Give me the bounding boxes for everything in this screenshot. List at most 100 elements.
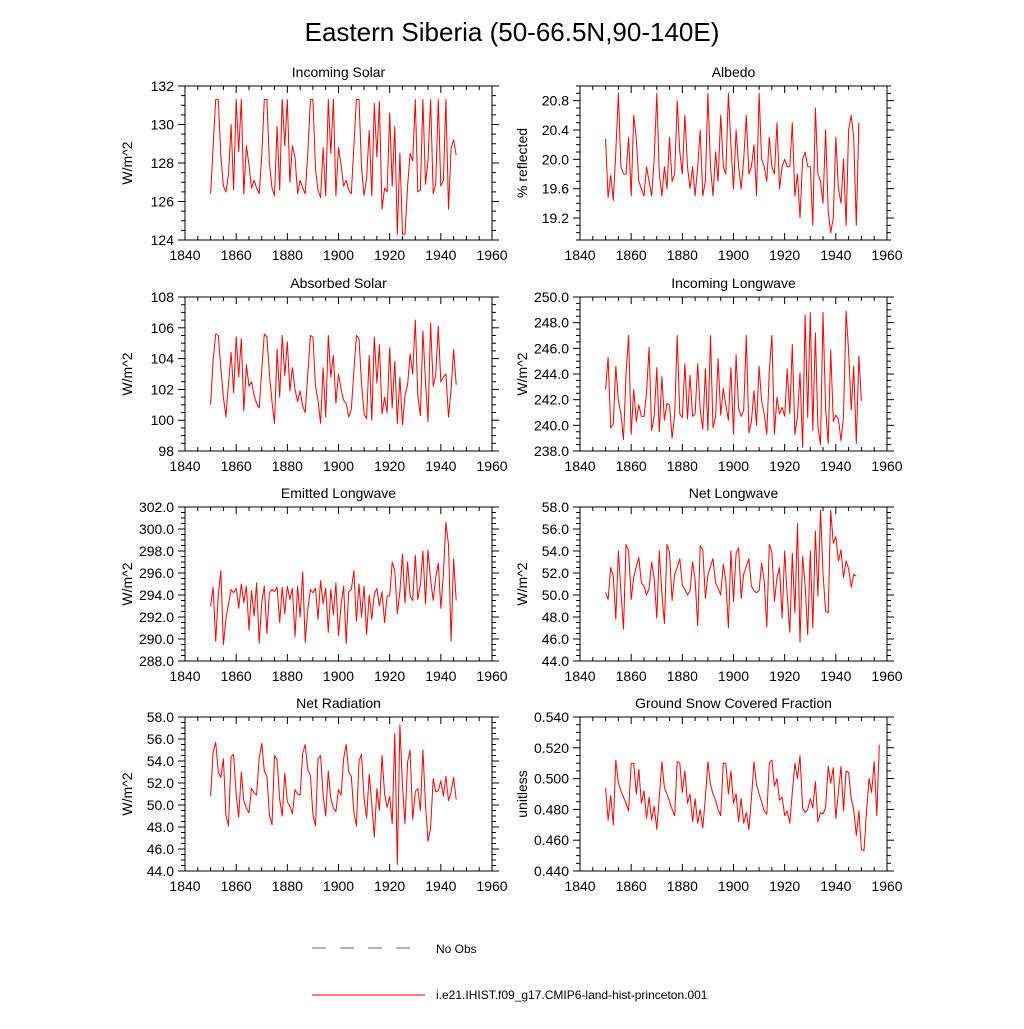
y-tick-label: 248.0 [534, 315, 569, 331]
x-tick-label: 1940 [425, 878, 456, 894]
y-tick-label: 44.0 [542, 653, 569, 669]
y-tick-label: 46.0 [542, 631, 569, 647]
x-tick-label: 1900 [718, 878, 749, 894]
legend-entry-model: i.e21.IHIST.f09_g17.CMIP6-land-hist-prin… [312, 988, 708, 1002]
series-line [605, 92, 860, 234]
panel-title: Ground Snow Covered Fraction [635, 695, 832, 711]
x-tick-label: 1840 [169, 458, 200, 474]
x-tick-label: 1900 [718, 668, 749, 684]
y-tick-label: 250.0 [534, 289, 569, 305]
y-tick-label: 126 [151, 194, 175, 210]
x-tick-label: 1860 [221, 458, 252, 474]
x-tick-label: 1880 [667, 458, 698, 474]
x-tick-label: 1960 [871, 668, 902, 684]
y-tick-label: 130 [151, 117, 175, 133]
y-tick-label: 298.0 [139, 543, 174, 559]
x-tick-label: 1920 [769, 247, 800, 263]
y-tick-label: 98 [158, 443, 174, 459]
x-tick-label: 1880 [667, 878, 698, 894]
x-tick-label: 1860 [616, 458, 647, 474]
panel-title: Incoming Longwave [671, 275, 796, 291]
figure-title: Eastern Siberia (50-66.5N,90-140E) [305, 17, 720, 47]
panel-title: Net Longwave [689, 485, 779, 501]
y-axis-label: W/m^2 [119, 772, 135, 815]
x-tick-label: 1860 [616, 878, 647, 894]
y-tick-label: 100 [151, 412, 175, 428]
y-tick-label: 238.0 [534, 443, 569, 459]
x-tick-label: 1960 [871, 878, 902, 894]
x-tick-label: 1840 [169, 668, 200, 684]
y-tick-label: 48.0 [542, 609, 569, 625]
panel-5: Emitted Longwave W/m^2 1840 1860 1880 1900 192… [119, 485, 508, 684]
y-tick-label: 20.0 [542, 151, 569, 167]
x-tick-label: 1960 [871, 247, 902, 263]
y-tick-label: 246.0 [534, 340, 569, 356]
series-line [210, 521, 457, 645]
y-tick-label: 104 [151, 351, 175, 367]
x-tick-label: 1880 [272, 458, 303, 474]
x-tick-label: 1940 [820, 668, 851, 684]
x-tick-label: 1840 [169, 878, 200, 894]
x-tick-label: 1960 [476, 668, 507, 684]
panel-1: Incoming Solar W/m^2 1840 1860 1880 1900 1920 1… [119, 64, 508, 263]
series-line [210, 724, 457, 865]
panel-8: Ground Snow Covered Fraction unitless 1840… [514, 695, 903, 894]
y-axis-label: % reflected [514, 128, 530, 198]
y-tick-label: 300.0 [139, 521, 174, 537]
x-tick-label: 1900 [718, 247, 749, 263]
x-tick-label: 1940 [425, 668, 456, 684]
series-line [605, 310, 862, 448]
y-tick-label: 124 [151, 232, 175, 248]
series-line [210, 319, 457, 426]
y-tick-label: 50.0 [542, 587, 569, 603]
panel-title: Albedo [712, 64, 756, 80]
y-tick-label: 58.0 [542, 499, 569, 515]
legend-label-obs: No Obs [436, 942, 477, 956]
x-tick-label: 1940 [820, 878, 851, 894]
x-tick-label: 1860 [221, 668, 252, 684]
panel-3: Absorbed Solar W/m^2 1840 1860 1880 1900 1920 1… [119, 275, 508, 474]
legend-entry-obs: No Obs [312, 942, 477, 956]
x-tick-label: 1880 [272, 668, 303, 684]
panel-title: Emitted Longwave [281, 485, 396, 501]
plot-frame [579, 506, 888, 662]
y-tick-label: 44.0 [147, 863, 174, 879]
x-tick-label: 1940 [820, 458, 851, 474]
x-tick-label: 1920 [769, 668, 800, 684]
y-tick-label: 102 [151, 381, 175, 397]
x-tick-label: 1860 [616, 668, 647, 684]
x-tick-label: 1920 [769, 878, 800, 894]
y-tick-label: 240.0 [534, 417, 569, 433]
y-tick-label: 106 [151, 320, 175, 336]
y-tick-label: 56.0 [542, 521, 569, 537]
y-tick-label: 48.0 [147, 819, 174, 835]
panel-title: Absorbed Solar [290, 275, 387, 291]
y-tick-label: 296.0 [139, 565, 174, 581]
y-tick-label: 54.0 [147, 753, 174, 769]
y-tick-label: 46.0 [147, 841, 174, 857]
y-tick-label: 0.500 [534, 771, 569, 787]
x-tick-label: 1880 [272, 878, 303, 894]
y-axis-label: unitless [514, 770, 530, 817]
x-tick-label: 1960 [476, 247, 507, 263]
y-tick-label: 52.0 [147, 775, 174, 791]
x-tick-label: 1840 [564, 878, 595, 894]
y-axis-label: W/m^2 [119, 141, 135, 184]
y-tick-label: 19.2 [542, 210, 569, 226]
series-line [210, 99, 457, 235]
y-tick-label: 19.6 [542, 181, 569, 197]
y-tick-label: 244.0 [534, 366, 569, 382]
x-tick-label: 1840 [564, 458, 595, 474]
legend-label-model: i.e21.IHIST.f09_g17.CMIP6-land-hist-prin… [436, 988, 708, 1002]
legend: No Obs i.e21.IHIST.f09_g17.CMIP6-land-hi… [312, 942, 708, 1002]
x-tick-label: 1840 [564, 247, 595, 263]
x-tick-label: 1860 [616, 247, 647, 263]
x-tick-label: 1860 [221, 878, 252, 894]
x-tick-label: 1960 [476, 878, 507, 894]
series-line [605, 744, 880, 852]
y-tick-label: 108 [151, 289, 175, 305]
y-tick-label: 0.520 [534, 740, 569, 756]
panels: Incoming Solar W/m^2 1840 1860 1880 1900 1920 1… [119, 64, 903, 894]
x-tick-label: 1960 [871, 458, 902, 474]
